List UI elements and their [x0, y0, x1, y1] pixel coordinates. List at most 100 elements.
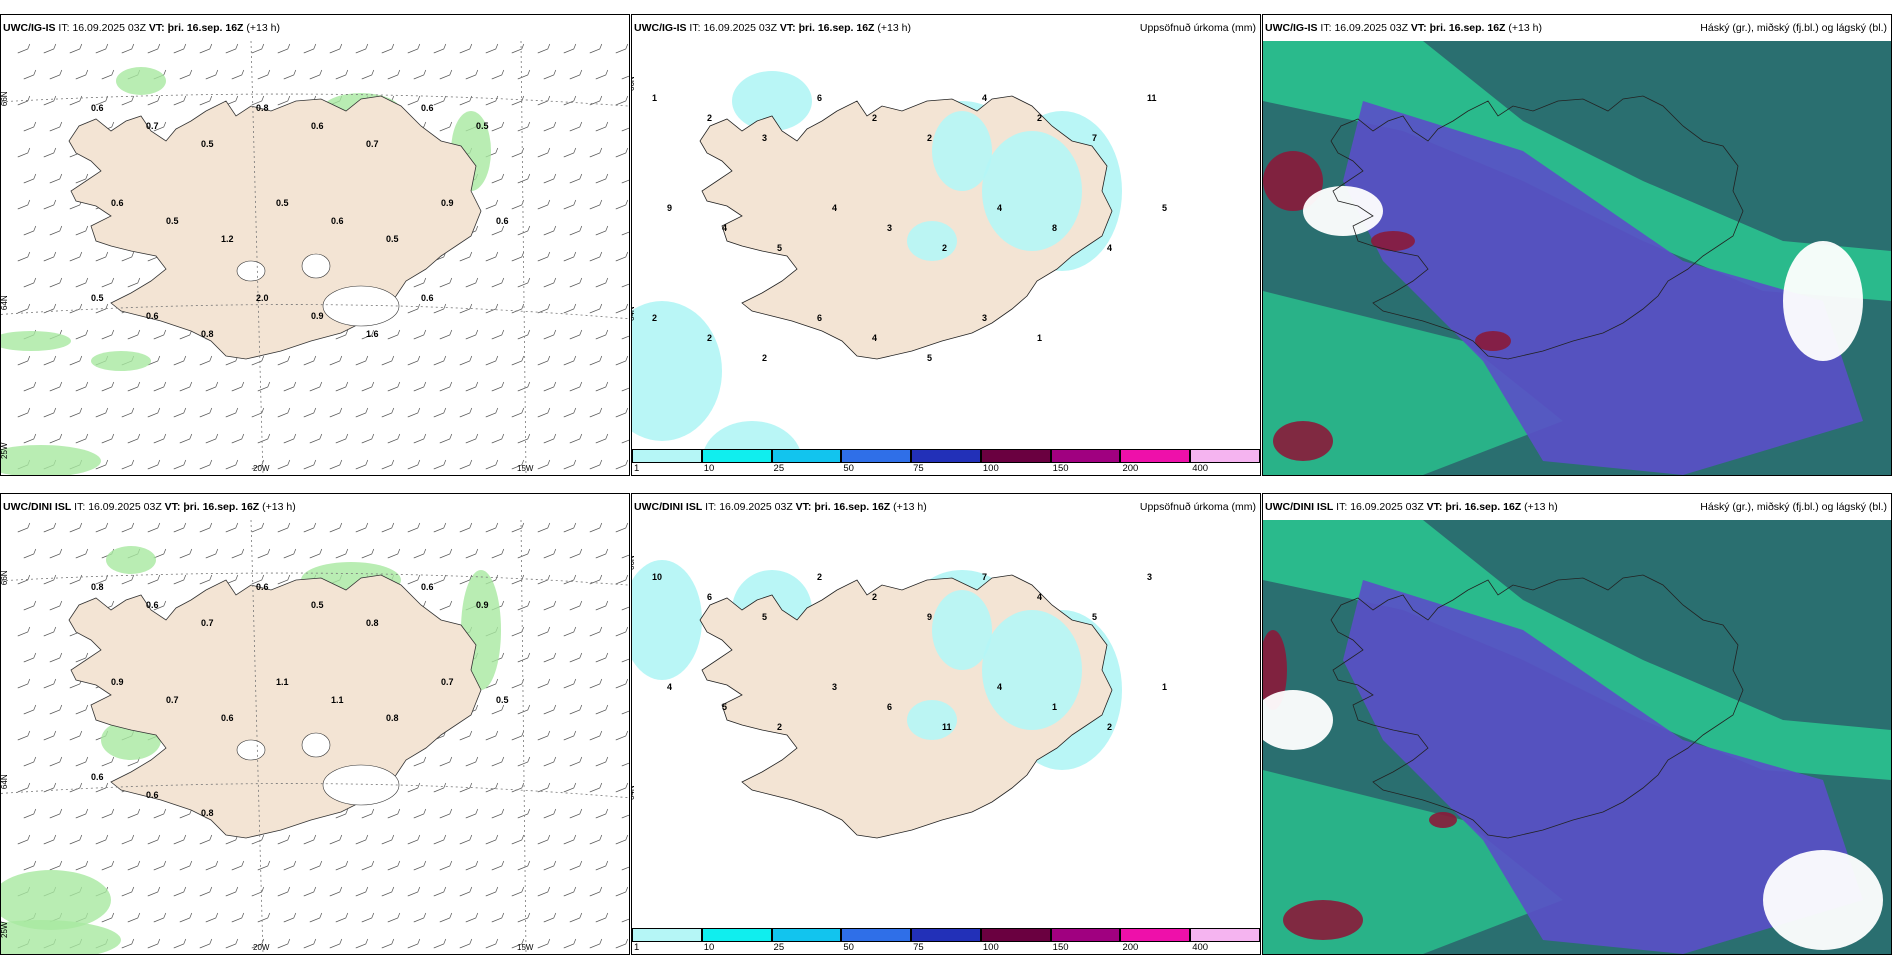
precip-value-label: 4	[872, 333, 877, 343]
legend-color-box	[632, 449, 702, 463]
precip-value-label: 0.6	[421, 103, 434, 113]
legend-tick-label: 150	[1052, 463, 1069, 474]
precip-value-label: 0.6	[91, 772, 104, 782]
panel-header: UWC/IG-IS IT: 16.09.2025 03Z VT: þri. 16…	[3, 22, 280, 34]
precip-values: 1 2 3 6 2 2 4 2 7 11 9 4 5 4 3 2 4 8 4 5 2 2 2 6 4 5 3 1	[652, 93, 1167, 363]
precip-value-label: 3	[887, 223, 892, 233]
legend-color-box	[841, 928, 912, 942]
precip-value-label: 4	[832, 203, 837, 213]
precip-value-label: 10	[652, 572, 662, 582]
lon-15-label: 15W	[517, 943, 534, 952]
precip-value-label: 7	[1092, 133, 1097, 143]
clear-sky-areas	[1303, 186, 1863, 361]
inland-precip	[907, 590, 1082, 740]
legend-color-box	[1050, 928, 1121, 942]
precip-value-label: 0.6	[421, 293, 434, 303]
legend-color-box	[1190, 928, 1260, 942]
precip-value-label: 0.8	[386, 713, 399, 723]
precip-value-label: 11	[1147, 93, 1157, 103]
clear-sky-areas	[1263, 690, 1883, 950]
legend-tick-label: 75	[913, 463, 924, 474]
precip-value-label: 0.8	[91, 582, 104, 592]
thick-cloud-spots	[1263, 630, 1457, 940]
legend-tick-label: 50	[843, 942, 854, 953]
precip-value-label: 5	[927, 353, 932, 363]
precip-value-label: 6	[817, 93, 822, 103]
precip-value-label: 0.7	[366, 139, 379, 149]
glacier	[301, 732, 331, 758]
legend-color-box	[841, 449, 912, 463]
lat-66-label: 66N	[1, 570, 9, 585]
precip-value-label: 0.6	[221, 713, 234, 723]
cloud-map	[1263, 41, 1891, 475]
precip-value-label: 0.6	[256, 582, 269, 592]
precip-value-label: 3	[982, 313, 987, 323]
lon-15-label: 15W	[517, 464, 534, 473]
precip-title: Uppsöfnuð úrkoma (mm)	[1139, 22, 1256, 34]
lat-64-label: 64N	[632, 306, 636, 321]
iceland-land	[68, 574, 482, 839]
precip-value-label: 0.5	[276, 198, 289, 208]
precip-value-label: 0.6	[496, 216, 509, 226]
precip-value-label: 3	[832, 682, 837, 692]
glacier	[236, 260, 266, 282]
precip-legend: 1 10 25 50 75 100 150 200 400	[632, 449, 1260, 475]
legend-color-box	[911, 928, 981, 942]
precip-value-label: 1.1	[331, 695, 344, 705]
lat-64-label: 64N	[632, 785, 636, 800]
precip-panel-top: UWC/IG-IS IT: 16.09.2025 03Z VT: þri. 16…	[631, 14, 1261, 476]
legend-color-box	[980, 449, 1051, 463]
precip-value-label: 2	[927, 133, 932, 143]
precip-value-label: 4	[667, 682, 672, 692]
panel-header: UWC/IG-IS IT: 16.09.2025 03Z VT: þri. 16…	[1265, 22, 1542, 34]
iceland-outline	[1330, 574, 1744, 839]
precip-value-label: 11	[942, 722, 952, 732]
legend-tick-label: 400	[1192, 463, 1209, 474]
precip-value-label: 0.5	[386, 234, 399, 244]
precip-value-label: 0.5	[166, 216, 179, 226]
precip-value-label: 0.5	[311, 600, 324, 610]
glacier	[322, 285, 400, 327]
precip-value-label: 4	[1107, 243, 1112, 253]
legend-tick-label: 400	[1192, 942, 1209, 953]
precip-value-label: 0.9	[311, 311, 324, 321]
precip-value-label: 0.9	[111, 677, 124, 687]
precip-value-label: 2.0	[256, 293, 269, 303]
panel-header: UWC/DINI ISL IT: 16.09.2025 03Z VT: þri.…	[1265, 501, 1558, 513]
wind-panel-top: UWC/IG-IS IT: 16.09.2025 03Z VT: þri. 16…	[0, 14, 630, 476]
precip-value-label: 1	[1037, 333, 1042, 343]
precip-value-label: 2	[762, 353, 767, 363]
precip-value-label: 3	[1147, 572, 1152, 582]
legend-tick-label: 100	[982, 463, 999, 474]
precip-value-label: 2	[872, 592, 877, 602]
precip-value-label: 6	[887, 702, 892, 712]
legend-color-box	[771, 928, 842, 942]
legend-tick-label: 10	[703, 942, 715, 953]
legend-tick-label: 200	[1122, 463, 1139, 474]
precip-value-label: 2	[817, 572, 822, 582]
thick-cloud-spots	[1263, 151, 1511, 461]
legend-tick-label: 50	[843, 463, 854, 474]
precip-value-label: 0.9	[441, 198, 454, 208]
legend-color-box	[632, 928, 702, 942]
precip-value-label: 0.6	[146, 600, 159, 610]
legend-color-box	[1190, 449, 1260, 463]
precip-values: 0.8 0.6 0.7 0.6 0.5 0.8 0.6 0.9 0.9 0.7 0.6 1.1 1.1 0…	[91, 582, 509, 818]
lat-64-label: 64N	[1, 774, 9, 789]
precip-value-label: 9	[667, 203, 672, 213]
precip-value-label: 1	[1162, 682, 1167, 692]
precip-value-label: 1	[1052, 702, 1057, 712]
legend-tick-label: 1	[634, 942, 640, 953]
precip-map: 66N 64N 1 2 3 6 2 2 4 2 7 11 9 4 5 4 3 2 4 8 4 5 2 2 2 6 4 5 3 1	[632, 41, 1260, 449]
legend-color-box	[980, 928, 1051, 942]
lon-20-label: 20W	[253, 464, 270, 473]
precip-value-label: 1.1	[276, 677, 289, 687]
precip-value-label: 5	[1162, 203, 1167, 213]
precip-value-label: 0.8	[201, 808, 214, 818]
lon-25-label: 25W	[1, 921, 9, 938]
precip-value-label: 2	[707, 113, 712, 123]
lat-66-label: 66N	[632, 555, 636, 570]
precip-value-label: 0.6	[331, 216, 344, 226]
legend-color-box	[1120, 928, 1191, 942]
precip-value-label: 0.5	[496, 695, 509, 705]
